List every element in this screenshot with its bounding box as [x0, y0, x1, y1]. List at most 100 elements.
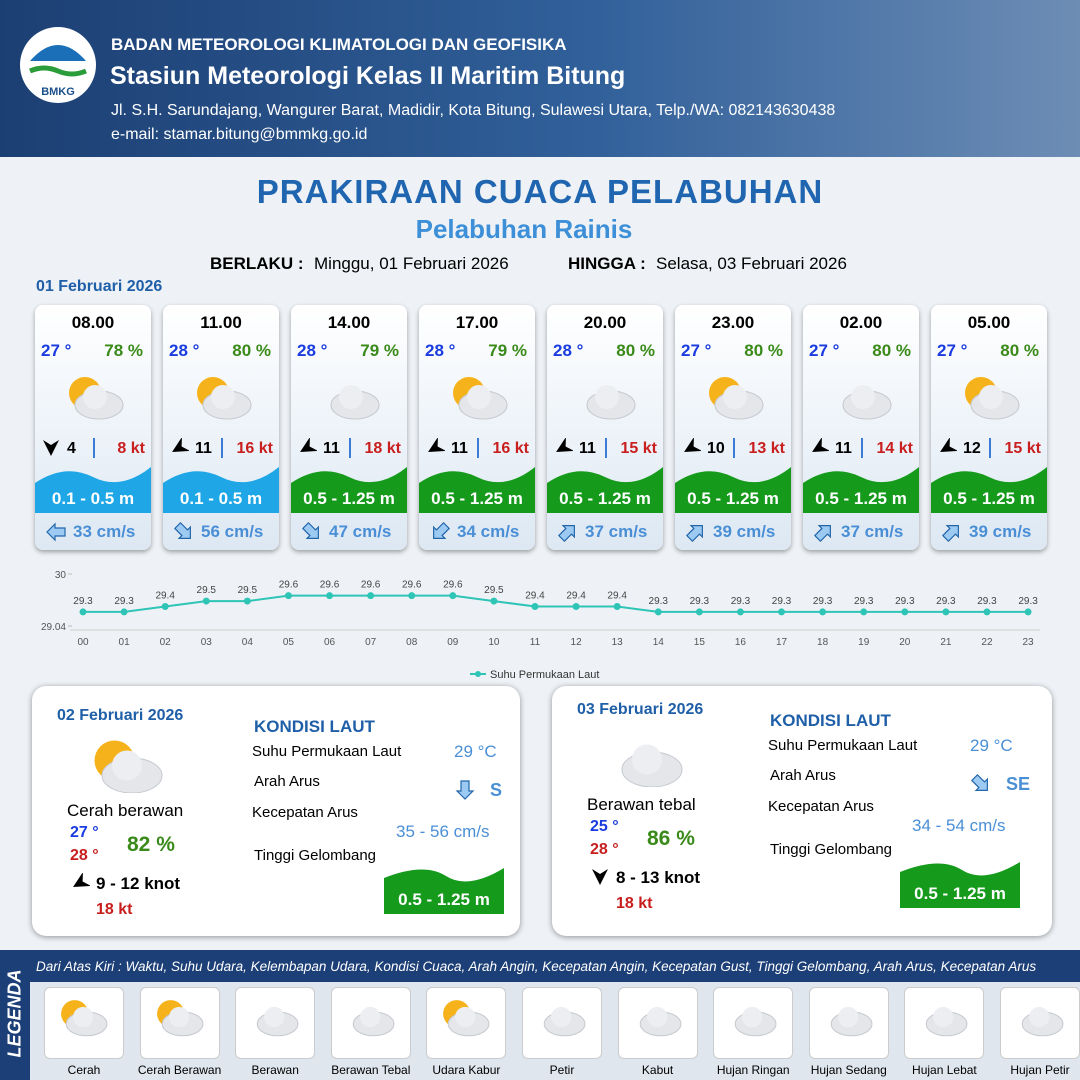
to-label: HINGGA :	[568, 254, 646, 273]
sst-point	[202, 597, 210, 605]
data-label: 29.4	[155, 591, 175, 602]
current-speed: 47 cm/s	[329, 522, 392, 541]
data-label: 29.3	[73, 596, 93, 607]
gust: 15 kt	[1004, 440, 1041, 457]
legend-label: Hujan Sedang	[810, 1063, 887, 1077]
station: Stasiun Meteorologi Kelas II Maritim Bit…	[110, 62, 626, 90]
data-label: 29.5	[197, 585, 217, 596]
cloud	[168, 1006, 189, 1028]
temp-min: 25 °	[590, 818, 619, 835]
humidity: 80 %	[616, 341, 655, 360]
separator	[605, 438, 607, 458]
dir-label: Arah Arus	[770, 767, 836, 784]
data-label: 29.3	[813, 596, 833, 607]
x-tick-label: 00	[77, 637, 89, 648]
data-label: 29.6	[402, 580, 422, 591]
current-arrow-shape	[173, 521, 191, 539]
wind-arrow	[940, 438, 957, 452]
sst-label: Suhu Permukaan Laut	[252, 743, 402, 760]
wave-height: 0.5 - 1.25 m	[398, 890, 490, 909]
condition: Cerah berawan	[67, 801, 184, 820]
wave-height: 0.5 - 1.25 m	[943, 489, 1035, 508]
x-tick-label: 07	[365, 637, 377, 648]
cloud	[455, 1006, 476, 1028]
temperature: 28 °	[297, 341, 328, 360]
current-arrow	[813, 525, 831, 543]
legend-label: Cerah	[67, 1063, 101, 1077]
sst-point	[819, 608, 827, 616]
x-tick-label: 10	[488, 637, 500, 648]
legend-label: Berawan Tebal	[331, 1063, 411, 1077]
weather-icon	[621, 744, 683, 787]
from-date: Minggu, 01 Februari 2026	[314, 254, 509, 273]
x-tick-label: 19	[858, 637, 870, 648]
x-tick-label: 17	[776, 637, 788, 648]
time: 02.00	[839, 313, 883, 332]
separator	[477, 438, 479, 458]
wave-band	[931, 467, 1047, 513]
humidity: 79 %	[488, 341, 527, 360]
wind-speed: 8 - 13 knot	[616, 868, 701, 887]
title: PRAKIRAAN CUACA PELABUHAN	[256, 173, 824, 210]
temperature: 28 °	[169, 341, 200, 360]
sst-point	[572, 603, 580, 610]
wave-height: 0.5 - 1.25 m	[559, 489, 651, 508]
temperature: 27 °	[681, 341, 712, 360]
sea-title: KONDISI LAUT	[770, 711, 891, 730]
x-tick-label: 08	[406, 637, 418, 648]
wind-speed: 12	[963, 440, 981, 457]
header	[0, 0, 1080, 157]
x-tick-label: 06	[324, 637, 336, 648]
x-tick-label: 18	[817, 637, 829, 648]
gust: 14 kt	[876, 440, 913, 457]
legend-label: Hujan Lebat	[912, 1063, 977, 1077]
cloud	[595, 385, 619, 409]
legend-label: Berawan	[251, 1063, 299, 1077]
data-label: 29.3	[895, 596, 915, 607]
forecast-card: 11.00 28 ° 80 % 11 16 kt 0.1 - 0.5 m 56 cm/s	[163, 305, 279, 550]
current-arrow-shape	[941, 525, 959, 543]
speed-value: 34 - 54 cm/s	[912, 816, 1006, 835]
wave-shape	[900, 862, 1020, 908]
humidity: 80 %	[232, 341, 271, 360]
sst-value: 29 °C	[454, 742, 497, 761]
day-date: 03 Februari 2026	[577, 701, 704, 718]
weather-icon	[352, 1006, 395, 1037]
wave-shape	[35, 467, 151, 513]
legend-label: Suhu Permukaan Laut	[490, 669, 599, 681]
time: 05.00	[967, 313, 1011, 332]
legend-marker	[475, 671, 481, 677]
legend-label: Cerah Berawan	[137, 1063, 222, 1077]
forecast-card: 02.00 27 ° 80 % 11 14 kt 0.5 - 1.25 m 37 cm/s	[803, 305, 919, 550]
speed-label: Kecepatan Arus	[768, 798, 874, 815]
weather-icon	[453, 377, 508, 420]
legend-label: Kabut	[641, 1063, 674, 1077]
cloud	[339, 385, 363, 409]
cloud	[467, 385, 491, 409]
current-arrow	[173, 521, 191, 539]
weather-icon	[926, 1006, 968, 1037]
gust: 18 kt	[96, 901, 133, 918]
weather-icon	[197, 377, 252, 420]
forecast-card: 23.00 27 ° 80 % 10 13 kt 0.5 - 1.25 m 39 cm/s	[675, 305, 791, 550]
current-speed: 33 cm/s	[73, 522, 136, 541]
legend-strip	[0, 950, 30, 1080]
wave-height: 0.1 - 0.5 m	[179, 489, 263, 508]
humidity: 86 %	[647, 827, 695, 850]
weather-icon	[330, 385, 380, 420]
cloud	[837, 1006, 859, 1028]
temperature: 27 °	[937, 341, 968, 360]
x-tick-label: 03	[201, 637, 213, 648]
wave-shape	[384, 868, 504, 914]
sst-point	[161, 603, 169, 610]
current-arrow-shape	[301, 521, 319, 539]
weather-icon	[94, 740, 163, 793]
current-arrow	[941, 525, 959, 543]
cloud	[112, 750, 142, 781]
data-label: 29.5	[484, 585, 504, 596]
cloud	[933, 1006, 954, 1028]
current-arrow-shape	[813, 525, 831, 543]
weather-icon	[1021, 1006, 1064, 1037]
wave-band	[803, 467, 919, 513]
